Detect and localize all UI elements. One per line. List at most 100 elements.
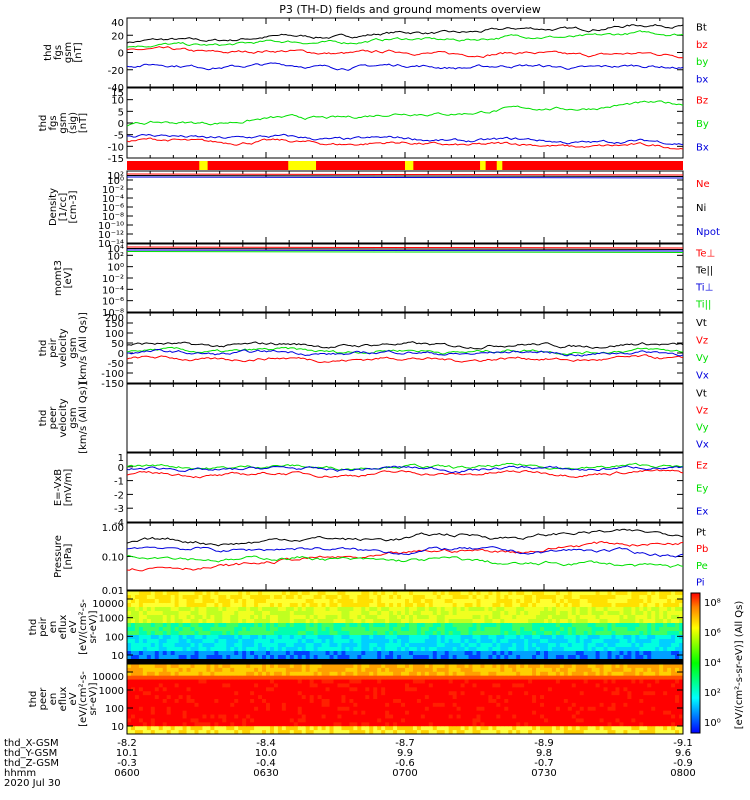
- colorbar: 10⁸ 10⁶ 10⁴ 10² 10⁰ [eV/(cm²-s-sr-eV)] (All Q…: [690, 592, 745, 734]
- legend-8-0: Pt: [696, 527, 706, 538]
- ytick-1-2: 5: [118, 107, 124, 118]
- colorbar-gradient: [690, 592, 701, 734]
- legend-7-2: Ex: [696, 507, 708, 518]
- legend-1-0: Bz: [696, 96, 708, 107]
- ytick-10-0: 10000: [92, 672, 124, 683]
- series-line-8-1: [126, 540, 684, 572]
- xaxis-val-2-y: 9.9: [397, 748, 413, 759]
- xaxis-val-1-y: 10.0: [255, 748, 277, 759]
- ytick-1-5: -10: [108, 142, 124, 153]
- xaxis-val-1-z: -0.4: [256, 758, 276, 769]
- colorbar-tick-2: 10⁴: [704, 658, 721, 669]
- series-line-0-1: [126, 46, 684, 59]
- legend-5-0: Vt: [696, 318, 707, 329]
- xaxis-val-2-z: -0.6: [395, 758, 415, 769]
- ytick-0-3: -20: [108, 66, 124, 77]
- ytick-5-5: -50: [108, 359, 124, 370]
- ytick-10-1: 1000: [99, 686, 124, 697]
- ytick-5-4: 0: [118, 349, 124, 360]
- series-line-8-3: [126, 546, 684, 558]
- ylabel-9-1: peir: [38, 616, 49, 636]
- ytick-7-1: 0: [118, 463, 124, 474]
- series-line-4-3: [126, 251, 684, 253]
- series-line-7-2: [126, 465, 684, 474]
- ytick-3-1: 10⁰: [107, 176, 124, 187]
- ytick-3-0: 10²: [107, 171, 124, 182]
- legend-3-0: Ne: [696, 179, 710, 190]
- legend-4-1: Te||: [695, 266, 713, 277]
- legend-6-0: Vt: [696, 389, 707, 400]
- ytick-7-5: -4: [114, 518, 124, 529]
- legend-6-3: Vx: [696, 440, 709, 451]
- ytick-7-3: -2: [114, 490, 124, 501]
- panel-frame-6: [126, 383, 684, 453]
- legend-4-2: Ti⊥: [695, 283, 713, 294]
- xaxis-val-0-y: 10.1: [116, 748, 138, 759]
- legend-0-0: Bt: [696, 23, 707, 34]
- colorbar-tick-3: 10²: [704, 688, 721, 699]
- xaxis-val-1-x: -8.4: [256, 738, 276, 749]
- series-line-5-0: [126, 341, 684, 350]
- xaxis-val-4-x: -9.1: [673, 738, 693, 749]
- ylabel-0-2: gsm: [63, 42, 74, 63]
- ytick-4-5: 10⁻⁶: [102, 297, 124, 308]
- ytick-1-4: -5: [114, 131, 124, 142]
- ytick-0-4: -40: [108, 83, 124, 94]
- series-line-0-3: [126, 62, 684, 71]
- legend-8-3: Pi: [696, 578, 705, 589]
- ytick-3-3: 10⁻⁴: [102, 194, 124, 205]
- panel-frame-1: [126, 87, 684, 159]
- ylabel-6-2: velocity: [58, 398, 69, 437]
- xaxis-val-0-x: -8.2: [117, 738, 137, 749]
- ylabel-9-3: eflux: [58, 615, 69, 640]
- series-line-4-0: [126, 246, 684, 249]
- ytick-9-3: 10: [111, 651, 124, 662]
- ylabel-1-4: [nT]: [78, 113, 89, 133]
- xaxis-row-label-2: thd_Z-GSM: [4, 758, 59, 769]
- xaxis-val-3-t: 0730: [531, 768, 556, 779]
- colorbar-tick-1: 10⁶: [704, 628, 721, 639]
- ylabel-9-0: thd: [28, 619, 39, 636]
- ylabel-5-0: thd: [38, 340, 49, 357]
- ylabel-7-0: E=-VxB: [53, 469, 64, 506]
- ytick-4-3: 10⁻²: [102, 274, 124, 285]
- flag-seg-2: [405, 161, 414, 170]
- ylabel-6-3: gsm: [68, 407, 79, 428]
- ytick-7-2: -1: [114, 477, 124, 488]
- spectrogram-9: [127, 591, 684, 664]
- panel-frame-7: [126, 452, 684, 523]
- ylabel-10-6: sr-eV)]: [88, 682, 99, 715]
- ytick-4-4: 10⁻⁴: [102, 285, 124, 296]
- ylabel-5-4: [km/s (All Qs)]: [78, 312, 89, 384]
- ylabel-5-2: velocity: [58, 328, 69, 367]
- series-line-0-0: [126, 24, 684, 44]
- ylabel-0-1: fgs: [53, 45, 64, 60]
- flag-bar: [127, 161, 683, 170]
- legend-4-0: Te⊥: [695, 249, 715, 260]
- xaxis-val-3-z: -0.7: [534, 758, 554, 769]
- ytick-5-7: -150: [101, 379, 124, 390]
- ytick-0-2: 0: [118, 49, 124, 60]
- ytick-3-2: 10⁻²: [102, 185, 124, 196]
- ytick-0-1: 20: [111, 31, 124, 42]
- xaxis-row-label-4: 2020 Jul 30: [4, 778, 61, 789]
- flag-seg-4: [496, 161, 503, 170]
- series-line-1-2: [126, 133, 684, 146]
- ytick-3-5: 10⁻⁸: [102, 212, 124, 223]
- ytick-7-0: 1: [118, 453, 124, 464]
- ytick-5-1: 150: [105, 319, 124, 330]
- ylabel-6-1: peer: [48, 406, 59, 430]
- ylabel-10-5: [eV/(cm²-s-: [78, 671, 89, 727]
- xaxis-row-label-3: hhmm: [4, 768, 36, 779]
- xaxis-val-4-t: 0800: [670, 768, 695, 779]
- xaxis-val-1-t: 0630: [253, 768, 278, 779]
- chart-title: P3 (TH-D) fields and ground moments over…: [279, 3, 541, 16]
- legend-6-2: Vy: [696, 423, 709, 434]
- xaxis-row-label-1: thd_Y-GSM: [4, 748, 57, 759]
- ytick-8-2: 0.01: [102, 586, 124, 597]
- legend-3-2: Npot: [696, 227, 720, 238]
- ytick-5-3: 50: [111, 339, 124, 350]
- ytick-10-2: 100: [105, 704, 124, 715]
- ytick-10-3: 10: [111, 722, 124, 733]
